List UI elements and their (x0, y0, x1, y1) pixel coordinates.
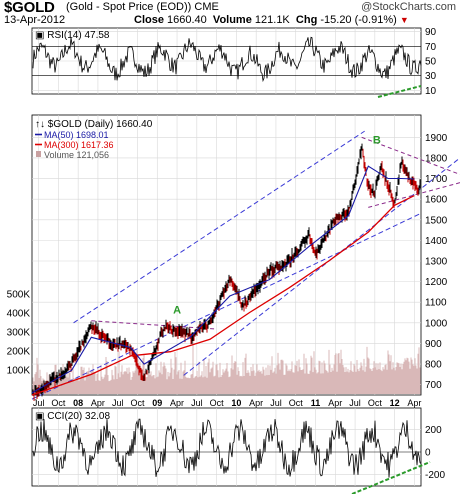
x-tick-label: Apr (328, 398, 342, 408)
rsi-label: ▣ RSI(14) 47.58 (35, 30, 110, 41)
price-panel-frame (31, 114, 422, 396)
cci-tick-label: -200 (425, 470, 445, 481)
price-tick-label: 900 (425, 339, 442, 350)
rsi-tick-label: 90 (425, 27, 437, 38)
exchange-label: CME (194, 1, 219, 13)
chg-value: -15.20 (-0.91%) (320, 14, 397, 26)
price-stats: Close 1660.40 Volume 121.1K Chg -15.20 (… (134, 14, 409, 26)
volume-tick-label: 500K (7, 289, 31, 300)
ma50-line (31, 165, 415, 394)
symbol-description: (Gold - Spot Price (EOD)) CME (66, 1, 219, 13)
x-tick-label: 09 (152, 398, 162, 408)
x-tick-label: Jul (33, 398, 45, 408)
price-tick-label: 1300 (425, 257, 448, 268)
x-tick-label: Apr (91, 398, 105, 408)
volume-bars (32, 338, 421, 394)
upper-channel-line (73, 130, 365, 324)
volume-tick-label: 400K (7, 308, 31, 319)
chg-label: Chg (295, 14, 318, 26)
legend-entry: MA(50) 1698.01 (44, 130, 109, 140)
close-label: Close (134, 14, 164, 26)
price-tick-label: 1100 (425, 298, 447, 309)
legend-swatch (36, 151, 41, 157)
price-tick-label: 1700 (425, 174, 448, 185)
x-tick-label: 10 (231, 398, 241, 408)
legend-entry: Volume 121,056 (44, 150, 109, 160)
price-tick-label: 1200 (425, 277, 448, 288)
x-tick-label: 12 (390, 398, 400, 408)
annotation-b: B (373, 134, 381, 146)
brand-watermark: @StockCharts.com (361, 1, 456, 13)
x-tick-label: Jul (191, 398, 203, 408)
cci-panel-frame (31, 407, 422, 487)
x-tick-label: Apr (170, 398, 184, 408)
x-tick-label: Oct (368, 398, 383, 408)
price-tick-label: 800 (425, 360, 442, 371)
price-tick-label: 700 (425, 380, 442, 391)
cci-line (32, 418, 422, 478)
x-tick-label: Apr (407, 398, 421, 408)
close-value: 1660.40 (167, 14, 207, 26)
annotation-a: A (173, 305, 181, 317)
price-tick-label: 1400 (425, 236, 448, 247)
volume-tick-label: 200K (7, 346, 31, 357)
x-tick-label: Apr (249, 398, 263, 408)
chart-date: 13-Apr-2012 (4, 14, 66, 26)
volume-label: Volume (212, 14, 252, 26)
price-tick-label: 1000 (425, 318, 448, 329)
cci-tick-label: 0 (425, 448, 431, 459)
price-tick-label: 1600 (425, 195, 448, 206)
symbol-name: (Gold - Spot Price (EOD)) (66, 1, 192, 13)
x-tick-label: Oct (130, 398, 145, 408)
chart-header: $GOLD (Gold - Spot Price (EOD)) CME @Sto… (0, 0, 460, 26)
x-tick-label: Jul (349, 398, 361, 408)
ma300-line (31, 195, 415, 396)
rsi-line (32, 36, 422, 83)
pattern-b-top-line (361, 136, 460, 175)
symbol-title: $GOLD (4, 0, 55, 16)
down-arrow-icon: ▼ (399, 15, 409, 25)
rsi-tick-label: 70 (425, 42, 437, 53)
cci-tick-label: 200 (425, 425, 442, 436)
rsi-tick-label: 50 (425, 57, 437, 68)
x-tick-label: Oct (289, 398, 304, 408)
x-tick-label: 11 (311, 398, 321, 408)
rsi-trendline (377, 85, 422, 98)
price-tick-label: 1800 (425, 153, 448, 164)
rsi-tick-label: 10 (425, 86, 437, 97)
price-panel-label: ↑↓ $GOLD (Daily) 1660.40 (35, 119, 153, 130)
rsi-tick-label: 30 (425, 71, 437, 82)
legend-entry: MA(300) 1617.36 (44, 140, 114, 150)
volume-value: 121.1K (254, 14, 290, 26)
volume-tick-label: 100K (7, 365, 31, 376)
price-tick-label: 1900 (425, 133, 448, 144)
x-tick-label: Jul (112, 398, 124, 408)
x-tick-label: Jul (270, 398, 282, 408)
price-tick-label: 1500 (425, 215, 448, 226)
pattern-b-bottom-line (368, 182, 460, 208)
x-tick-label: Oct (210, 398, 225, 408)
support-trendline (183, 157, 460, 376)
cci-trendline (351, 461, 431, 494)
volume-tick-label: 300K (7, 327, 31, 338)
cci-label: ▣ CCI(20) 32.08 (35, 411, 110, 422)
x-tick-label: Oct (51, 398, 66, 408)
x-tick-label: 08 (73, 398, 83, 408)
